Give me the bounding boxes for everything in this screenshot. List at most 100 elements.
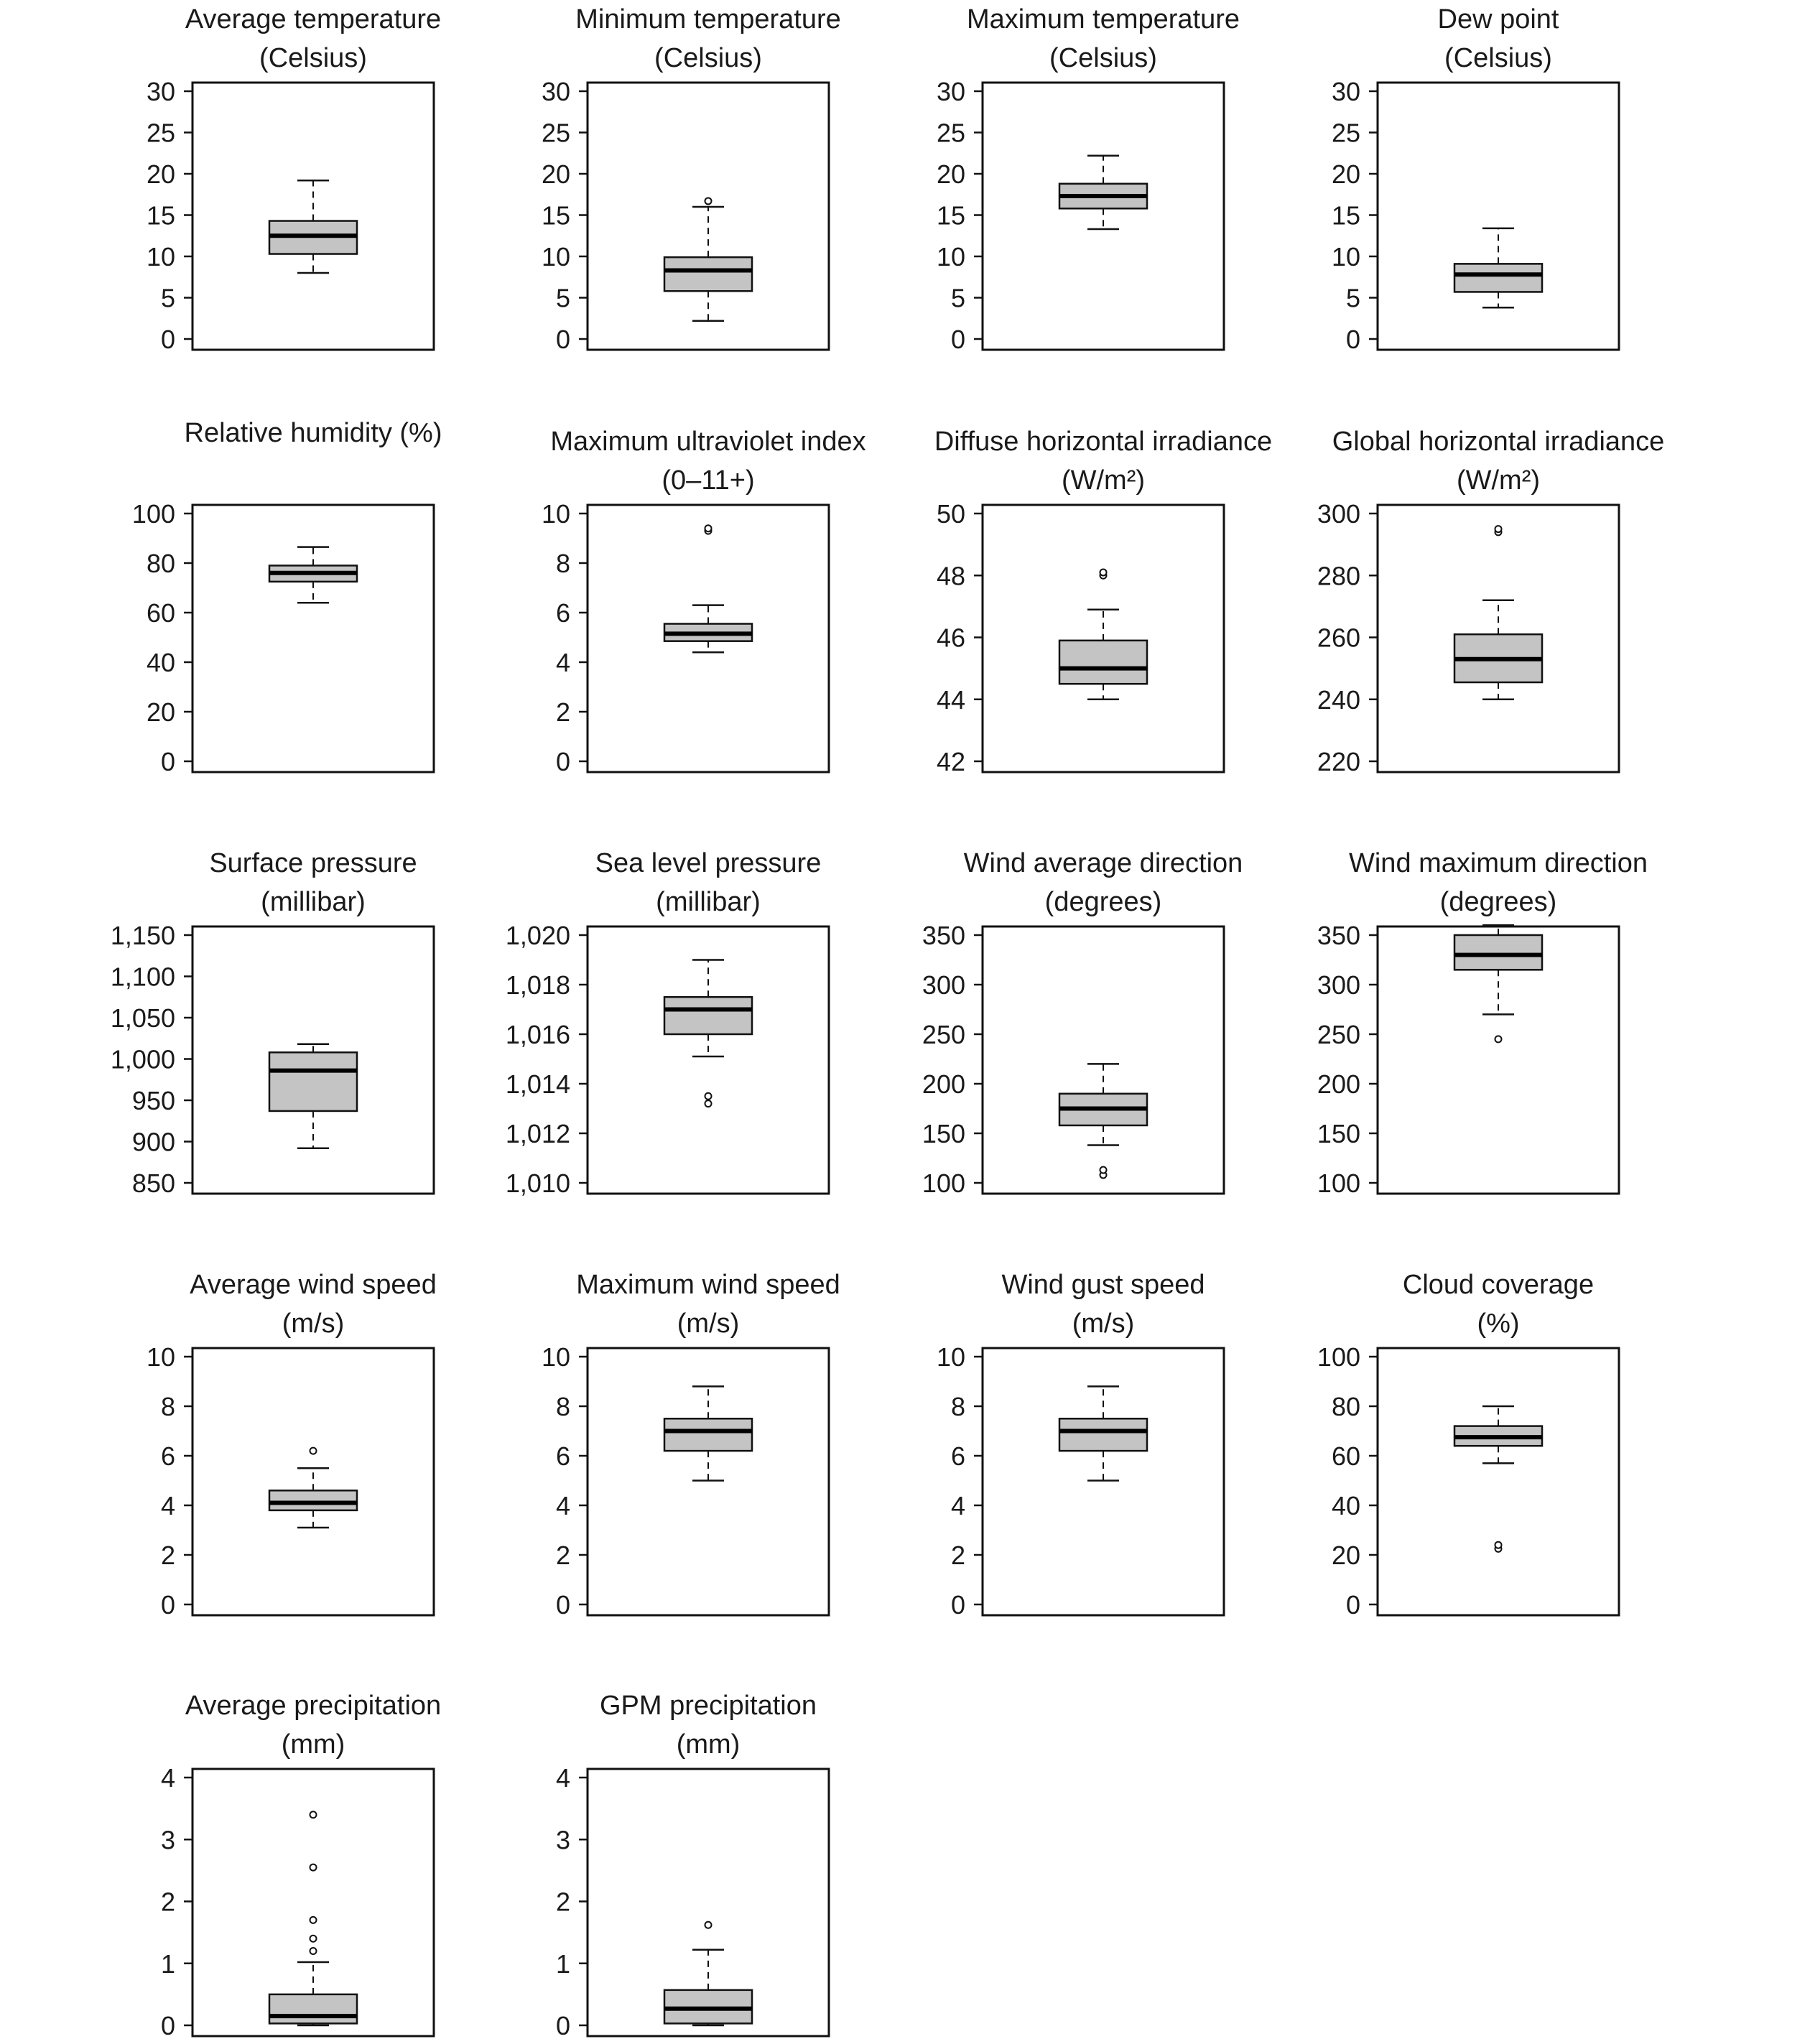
y-tick-label: 6 [556,1441,570,1471]
outlier-point [1099,1166,1108,1174]
y-tick-label: 2 [161,1541,175,1570]
y-tick-label: 5 [556,284,570,313]
y-tick-label: 6 [951,1441,965,1471]
y-tick-label: 4 [556,648,570,677]
y-tick-label: 8 [951,1392,965,1421]
y-tick-label: 30 [542,77,570,106]
y-tick-label: 0 [161,325,175,354]
y-tick-label: 220 [1317,747,1360,776]
y-tick-label: 1,014 [506,1069,570,1099]
panel-frame [1376,1347,1620,1617]
panel-frame [1376,81,1620,351]
y-tick-label: 1,050 [111,1003,175,1033]
y-tick-label: 950 [132,1086,175,1115]
panel-frame [981,503,1225,774]
y-tick-label: 1,100 [111,962,175,992]
y-tick-label: 100 [1317,1169,1360,1198]
y-tick-label: 4 [556,1491,570,1520]
y-tick-label: 200 [922,1069,965,1099]
y-tick-label: 8 [161,1392,175,1421]
y-tick-label: 30 [1332,77,1360,106]
panel-16: Cloud coverage (%) 0 20 40 60 80 100 [1317,1270,1620,1620]
panel-17: Average precipitation (mm) 0 1 2 3 4 [161,1691,441,2040]
y-tick-label: 60 [1332,1441,1360,1471]
panel-frame [586,81,830,351]
panel-title-line: Average precipitation [185,1691,441,1721]
outlier-point [1494,1035,1503,1044]
panel-frame [586,925,830,1195]
panel-frame [1376,503,1620,774]
y-tick-label: 10 [147,242,175,271]
iqr-box [1058,639,1148,685]
y-tick-label: 240 [1317,685,1360,715]
panel-title-line: Global horizontal irradiance [1332,427,1665,457]
y-tick-label: 4 [951,1491,965,1520]
y-tick-label: 6 [556,598,570,628]
y-tick-label: 350 [1317,921,1360,950]
y-tick-label: 42 [937,747,965,776]
y-tick-label: 10 [937,242,965,271]
y-tick-label: 1 [556,1949,570,1979]
y-tick-label: 2 [161,1887,175,1917]
panel-title-line: Average temperature [185,4,441,34]
y-tick-label: 30 [147,77,175,106]
panel-4: Dew point (Celsius) 0 5 10 15 20 25 30 [1332,4,1620,354]
panel-10: Sea level pressure (millibar) 1,010 1,012 1,… [506,848,830,1198]
panel-title-line: (Celsius) [1049,43,1157,73]
y-tick-label: 0 [161,1590,175,1620]
y-tick-label: 15 [937,201,965,231]
outlier-point [309,1915,317,1924]
y-tick-label: 0 [1346,1590,1360,1620]
iqr-box [268,1993,358,2025]
panel-title-line: Minimum temperature [575,4,841,34]
y-tick-label: 100 [132,499,175,529]
panel-frame [586,1347,830,1617]
y-tick-label: 1,000 [111,1045,175,1074]
panel-title-line: Wind maximum direction [1349,848,1648,878]
y-tick-label: 1,020 [506,921,570,950]
outlier-point [1099,568,1108,577]
panel-title-line: (m/s) [1072,1309,1135,1339]
panel-frame [981,925,1225,1195]
outlier-point [309,1863,317,1872]
y-tick-label: 300 [1317,970,1360,1000]
panel-title-line: (m/s) [677,1309,740,1339]
outlier-point [704,1920,713,1929]
panel-title-line: (mm) [282,1729,345,1760]
y-tick-label: 80 [1332,1392,1360,1421]
panel-5: Relative humidity (%) 0 20 40 60 80 100 [132,418,442,776]
y-tick-label: 15 [147,201,175,231]
y-tick-label: 20 [147,697,175,727]
panel-frame [191,925,435,1195]
iqr-box [268,1490,358,1512]
y-tick-label: 0 [556,325,570,354]
y-tick-label: 1 [161,1949,175,1979]
y-tick-label: 10 [542,499,570,529]
y-tick-label: 44 [937,685,965,715]
y-tick-label: 300 [922,970,965,1000]
panel-title-line: (millibar) [261,887,366,917]
y-tick-label: 150 [1317,1119,1360,1148]
y-tick-label: 300 [1317,499,1360,529]
y-tick-label: 46 [937,623,965,653]
y-tick-label: 15 [1332,201,1360,231]
panel-9: Surface pressure (millibar) 850 900 950 1,000… [111,848,435,1198]
iqr-box [1453,263,1544,293]
panel-15: Wind gust speed (m/s) 0 2 4 6 8 10 [937,1270,1225,1620]
iqr-box [663,1418,753,1452]
outlier-point [704,197,713,205]
y-tick-label: 80 [147,549,175,578]
panel-frame [981,81,1225,351]
panel-title-line: (degrees) [1045,887,1162,917]
panel-title-line: Maximum temperature [967,4,1240,34]
y-tick-label: 0 [556,1590,570,1620]
y-tick-label: 1,016 [506,1020,570,1049]
y-tick-label: 2 [951,1541,965,1570]
panel-title-line: Wind gust speed [1001,1270,1205,1300]
y-tick-label: 4 [161,1491,175,1520]
outlier-point [1494,525,1503,534]
y-tick-label: 3 [161,1825,175,1854]
y-tick-label: 2 [556,1541,570,1570]
y-tick-label: 30 [937,77,965,106]
panel-3: Maximum temperature (Celsius) 0 5 10 15 20 25 30 [937,4,1240,354]
